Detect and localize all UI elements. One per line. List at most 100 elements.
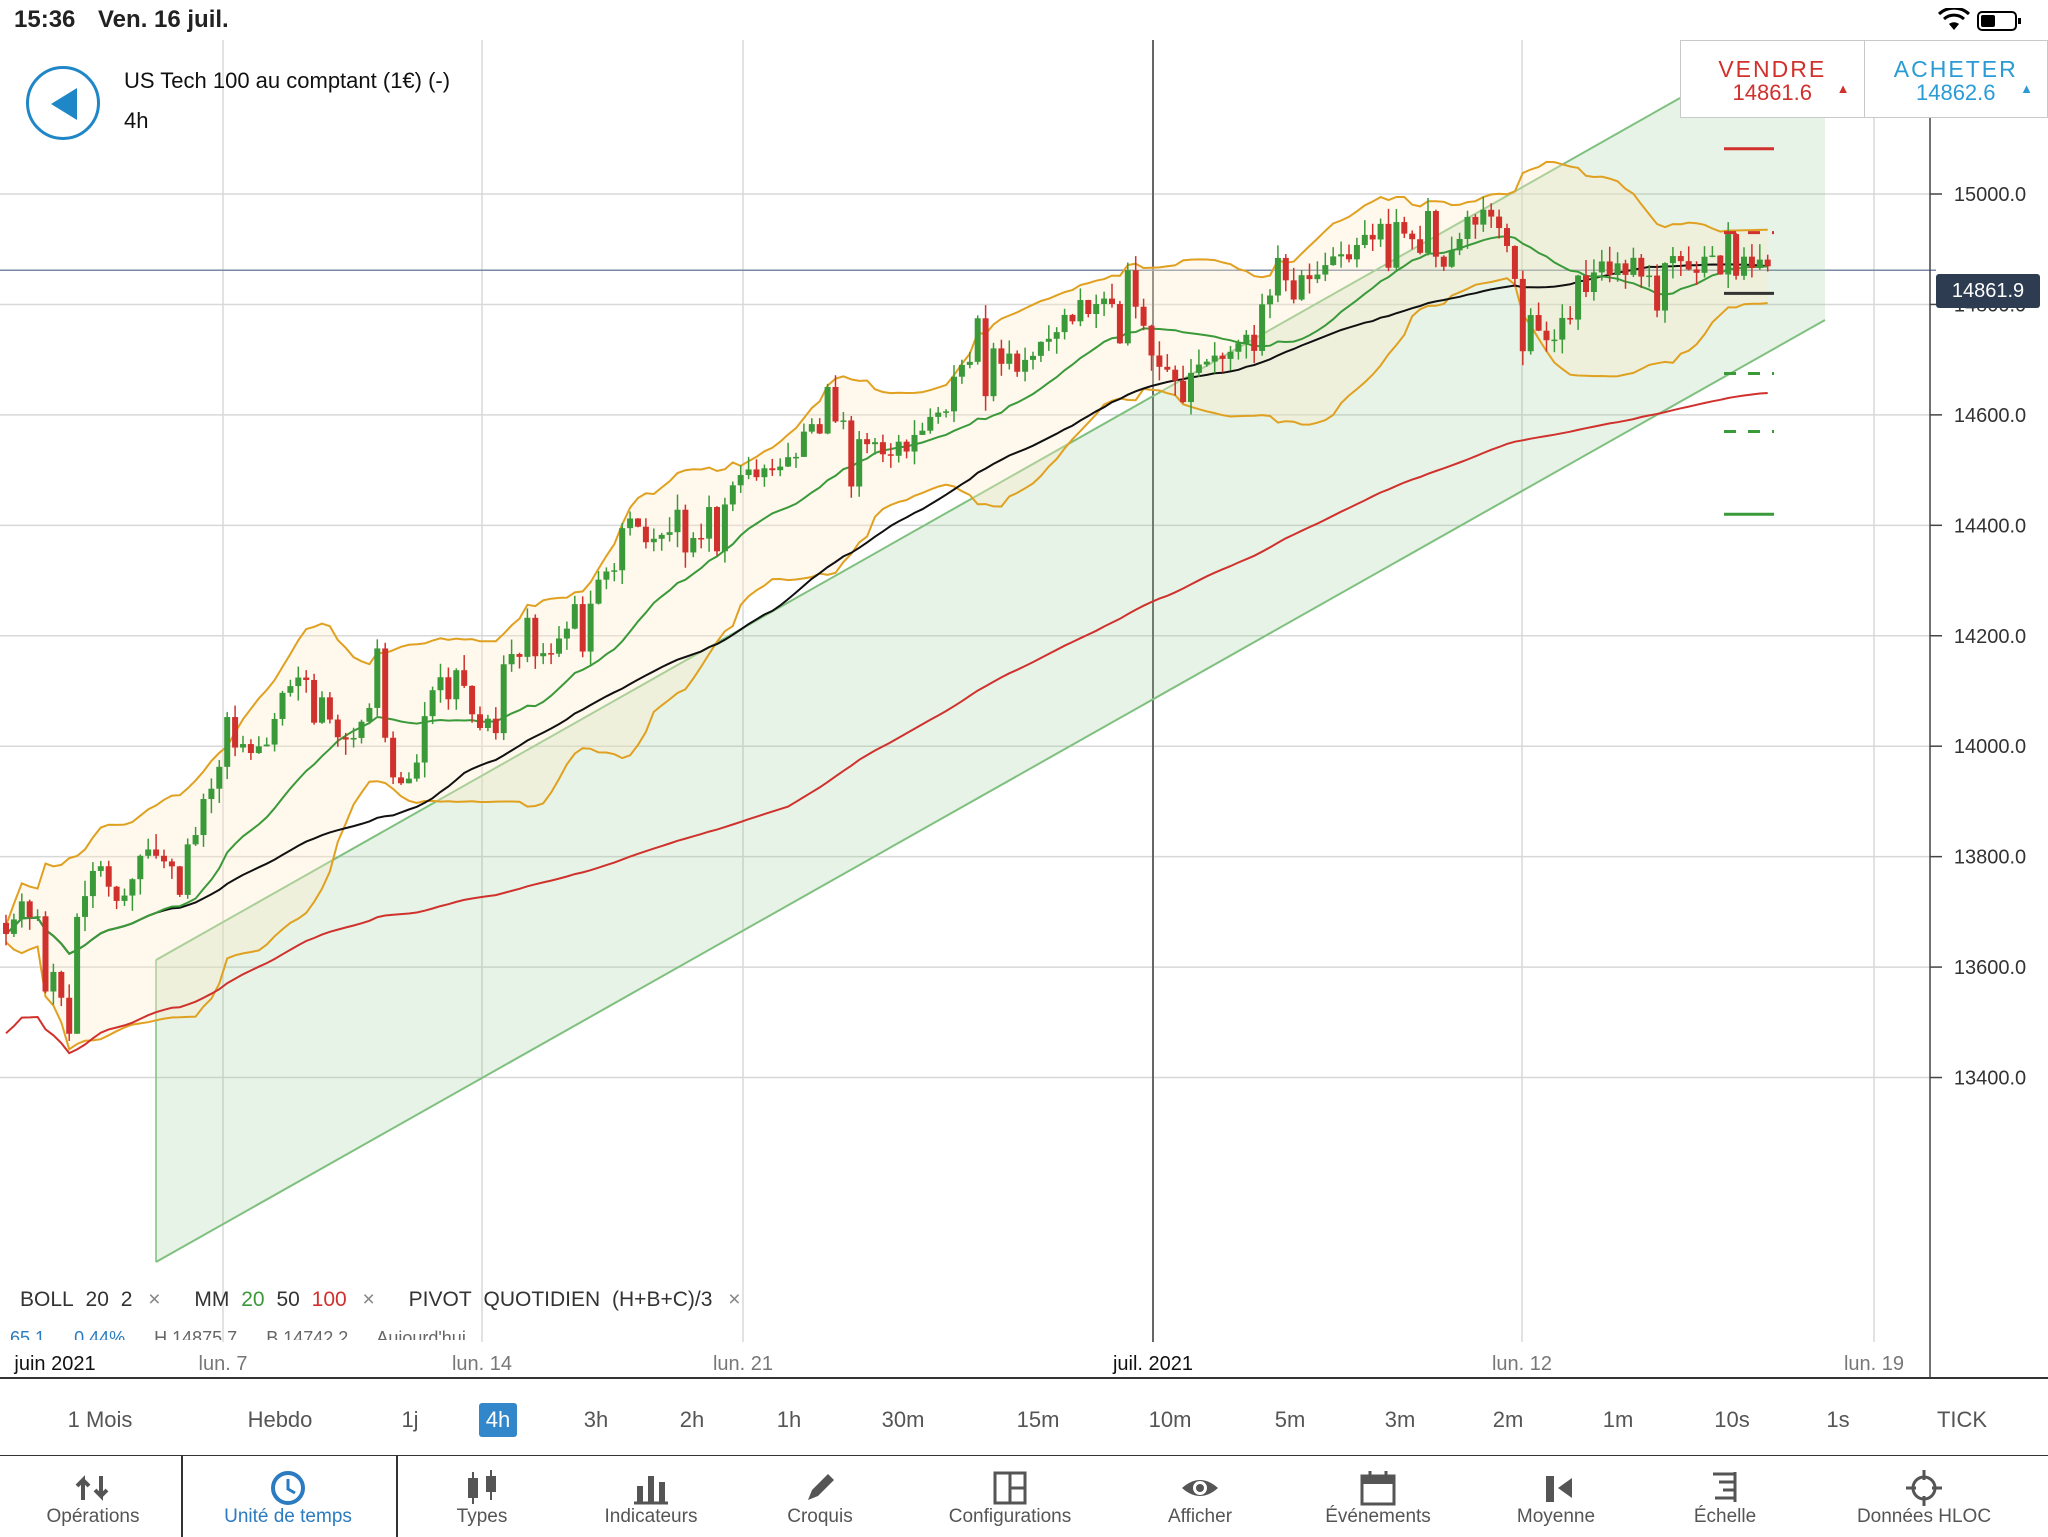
candle (1638, 254, 1645, 289)
candle (232, 705, 239, 757)
timeframe-1h[interactable]: 1h (776, 1407, 802, 1432)
remove-boll-icon[interactable]: × (148, 1288, 161, 1311)
sell-button[interactable]: VENDRE 14861.6 ▲ (1681, 41, 1864, 117)
timeframe-30m[interactable]: 30m (881, 1407, 925, 1432)
candle (1022, 347, 1029, 382)
toolbar-scale-button[interactable]: Échelle (1635, 1456, 1815, 1537)
timeframe-10s[interactable]: 10s (1714, 1407, 1750, 1432)
toolbar-label: Unité de temps (224, 1506, 352, 1527)
candle (1030, 351, 1036, 370)
bars-icon (634, 1476, 668, 1505)
boll-deviation: 2 (120, 1288, 133, 1311)
price-label: 14200.0 (1954, 626, 2026, 648)
candle (390, 731, 397, 785)
timeframe-10m[interactable]: 10m (1148, 1407, 1192, 1432)
candle (1646, 264, 1653, 288)
candle (1622, 259, 1629, 289)
price-axis: 15000.014800.014600.014400.014200.014000… (1929, 40, 2026, 1378)
timeframe-4h[interactable]: 4h (479, 1403, 517, 1437)
candle (524, 608, 531, 663)
candle (1417, 225, 1424, 255)
candle (342, 732, 349, 755)
toolbar-arrows-button[interactable]: Opérations (3, 1456, 183, 1537)
candle (935, 406, 942, 424)
toolbar-candles-button[interactable]: Types (392, 1456, 572, 1537)
candle (1085, 299, 1092, 318)
buy-button[interactable]: ACHETER 14862.6 ▲ (1863, 41, 2048, 117)
candle (1172, 365, 1179, 396)
candle (1756, 244, 1763, 270)
price-chart[interactable]: 15000.014800.014600.014400.014200.014000… (0, 40, 2048, 1380)
timeframe-2h[interactable]: 2h (679, 1407, 705, 1432)
toolbar-pencil-button[interactable]: Croquis (730, 1456, 910, 1537)
toolbar-label: Configurations (948, 1506, 1072, 1527)
candle (366, 703, 373, 725)
candle (129, 878, 136, 911)
candle (800, 423, 807, 458)
candle (97, 860, 104, 877)
candle (508, 639, 515, 672)
remove-pivot-icon[interactable]: × (728, 1288, 741, 1311)
candle (1504, 223, 1510, 253)
timeframe-3m[interactable]: 3m (1384, 1407, 1416, 1432)
candle (168, 858, 175, 879)
candle (579, 596, 586, 658)
candle (1764, 254, 1771, 272)
moving-averages (5, 235, 1768, 1055)
candle (1077, 288, 1084, 327)
candle (453, 668, 460, 710)
toolbar-eye-button[interactable]: Afficher (1110, 1456, 1290, 1537)
toolbar-label: Opérations (46, 1506, 140, 1527)
candlesticks (3, 196, 1771, 1041)
candle (1440, 255, 1447, 271)
remove-mm-icon[interactable]: × (362, 1288, 375, 1311)
candle (1669, 247, 1676, 279)
timeframe-1s[interactable]: 1s (1826, 1407, 1850, 1432)
timeframe-1m[interactable]: 1m (1602, 1407, 1634, 1432)
candle (1575, 274, 1582, 330)
candle (571, 595, 578, 630)
toolbar-moyenne-button[interactable]: Moyenne (1466, 1456, 1646, 1537)
buy-label: ACHETER (1893, 56, 2018, 82)
toolbar-calendar-button[interactable]: Événements (1288, 1456, 1468, 1537)
candle (350, 727, 357, 748)
candle (895, 434, 902, 463)
clock-icon (271, 1471, 305, 1505)
timeframe-5m[interactable]: 5m (1274, 1407, 1306, 1432)
candle (398, 771, 404, 785)
candle (1140, 298, 1147, 331)
timeframe-1j[interactable]: 1j (401, 1407, 419, 1432)
candle (1227, 345, 1234, 371)
timeframe-15m[interactable]: 15m (1016, 1407, 1060, 1432)
channel-lower-line (155, 319, 1826, 1263)
toolbar-crosshair-button[interactable]: Données HLOC (1834, 1456, 2014, 1537)
price-label: 13400.0 (1954, 1068, 2026, 1090)
mm-period-100: 100 (311, 1288, 347, 1311)
candle (121, 888, 128, 907)
candle (192, 826, 199, 846)
back-button[interactable] (26, 66, 100, 140)
candle (1590, 259, 1597, 301)
candle (50, 963, 57, 1005)
battery-icon (1977, 11, 2021, 31)
candle (1164, 354, 1171, 372)
candle (1662, 262, 1668, 323)
sell-price: 14861.6 (1732, 80, 1813, 105)
candle (974, 315, 981, 365)
timeframe-2m[interactable]: 2m (1492, 1407, 1524, 1432)
timeframe-3h[interactable]: 3h (583, 1407, 609, 1432)
timeframe-hebdo[interactable]: Hebdo (247, 1407, 313, 1432)
candle (1741, 247, 1747, 280)
crosshair-icon (1906, 1470, 1942, 1506)
toolbar-bars-button[interactable]: Indicateurs (561, 1456, 741, 1537)
ma20-line (5, 235, 1768, 955)
candle (666, 517, 673, 542)
toolbar-clock-button[interactable]: Unité de temps (198, 1456, 378, 1537)
instrument-name: US Tech 100 au comptant (1€) (-) (124, 68, 451, 93)
candle (982, 305, 989, 411)
timeframe-tick[interactable]: TICK (1936, 1407, 1988, 1432)
toolbar-layout-button[interactable]: Configurations (920, 1456, 1100, 1537)
pivot-name: PIVOT (408, 1288, 472, 1311)
candle (1243, 330, 1250, 359)
timeframe-1-mois[interactable]: 1 Mois (67, 1407, 133, 1432)
